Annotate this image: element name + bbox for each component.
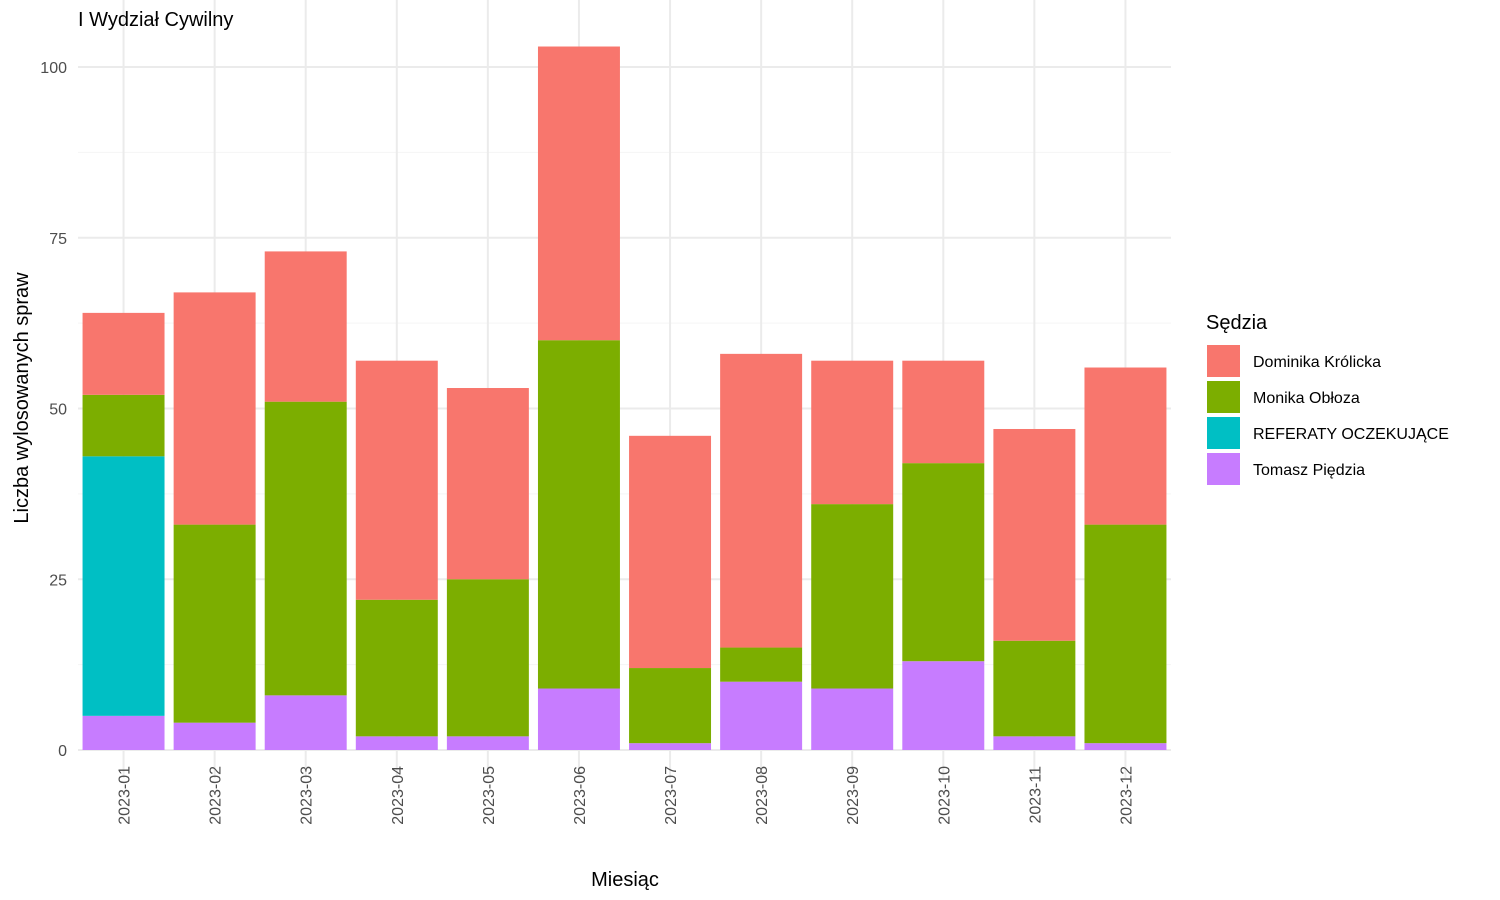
y-tick-label: 75 <box>49 231 67 248</box>
bar-segment <box>993 640 1076 737</box>
x-tick-label: 2023-02 <box>208 766 225 825</box>
bar-segment <box>264 251 347 402</box>
y-axis-ticks: 0 25 50 75 100 <box>40 60 67 760</box>
legend-swatch <box>1207 453 1240 485</box>
legend-label: Monika Obłoza <box>1253 390 1360 407</box>
bar-segment <box>629 668 712 744</box>
bar-segment <box>902 463 985 662</box>
legend-items: Dominika Królicka Monika Obłoza REFERATY O… <box>1207 345 1449 485</box>
bar-segment <box>993 736 1076 750</box>
legend: Sędzia Dominika Królicka Monika Obłoza REF… <box>1206 312 1449 485</box>
x-tick-label: 2023-05 <box>481 766 498 825</box>
bar-segment <box>355 599 438 737</box>
bar-segment <box>537 340 620 689</box>
y-axis-title: Liczba wylosowanych spraw <box>11 272 33 524</box>
x-axis-title: Miesiąc <box>591 869 659 891</box>
bar-segment <box>537 46 620 341</box>
bar-segment <box>173 292 256 525</box>
bar-segment <box>264 401 347 696</box>
legend-label: REFERATY OCZEKUJĄCE <box>1253 426 1449 443</box>
y-tick-label: 50 <box>49 402 67 419</box>
bar-segment <box>537 688 620 750</box>
legend-swatch <box>1207 345 1240 377</box>
bars <box>82 46 1167 750</box>
bar-segment <box>629 435 712 669</box>
x-tick-label: 2023-08 <box>754 766 771 825</box>
bar-segment <box>446 579 529 737</box>
bar-segment <box>82 715 165 750</box>
x-tick-label: 2023-06 <box>572 766 589 825</box>
legend-label: Dominika Królicka <box>1253 354 1381 371</box>
x-tick-label: 2023-01 <box>117 766 134 825</box>
bar-segment <box>173 524 256 723</box>
x-tick-label: 2023-11 <box>1027 766 1044 824</box>
legend-swatch <box>1207 381 1240 413</box>
x-tick-label: 2023-09 <box>845 766 862 825</box>
x-tick-label: 2023-10 <box>936 766 953 825</box>
bar-segment <box>264 695 347 750</box>
bar-segment <box>82 312 165 395</box>
bar-segment <box>1084 367 1167 525</box>
bar-segment <box>446 736 529 750</box>
bar-segment <box>720 647 803 682</box>
bar-segment <box>446 388 529 580</box>
bar-segment <box>82 394 165 457</box>
x-tick-label: 2023-03 <box>299 766 316 825</box>
bar-segment <box>355 736 438 750</box>
legend-title: Sędzia <box>1206 312 1268 334</box>
x-tick-label: 2023-04 <box>390 766 407 825</box>
bar-segment <box>811 360 894 505</box>
x-tick-label: 2023-07 <box>663 766 680 825</box>
bar-segment <box>902 360 985 464</box>
bar-segment <box>355 360 438 600</box>
y-tick-label: 25 <box>49 572 67 589</box>
bar-segment <box>1084 743 1167 750</box>
bar-segment <box>811 504 894 689</box>
bar-segment <box>1084 524 1167 744</box>
legend-swatch <box>1207 417 1240 449</box>
y-tick-label: 100 <box>40 60 67 77</box>
bar-segment <box>811 688 894 750</box>
bar-segment <box>720 353 803 648</box>
x-axis-ticks: 2023-01 2023-02 2023-03 2023-04 2023-05 2023-… <box>117 766 1136 825</box>
bar-segment <box>993 428 1076 641</box>
bar-segment <box>902 661 985 750</box>
bar-segment <box>173 722 256 750</box>
x-tick-label: 2023-12 <box>1118 766 1135 825</box>
chart-title: I Wydział Cywilny <box>78 9 233 31</box>
legend-label: Tomasz Piędzia <box>1253 462 1365 479</box>
bar-segment <box>82 456 165 716</box>
bar-segment <box>629 743 712 750</box>
bar-segment <box>720 681 803 750</box>
y-tick-label: 0 <box>58 743 67 760</box>
